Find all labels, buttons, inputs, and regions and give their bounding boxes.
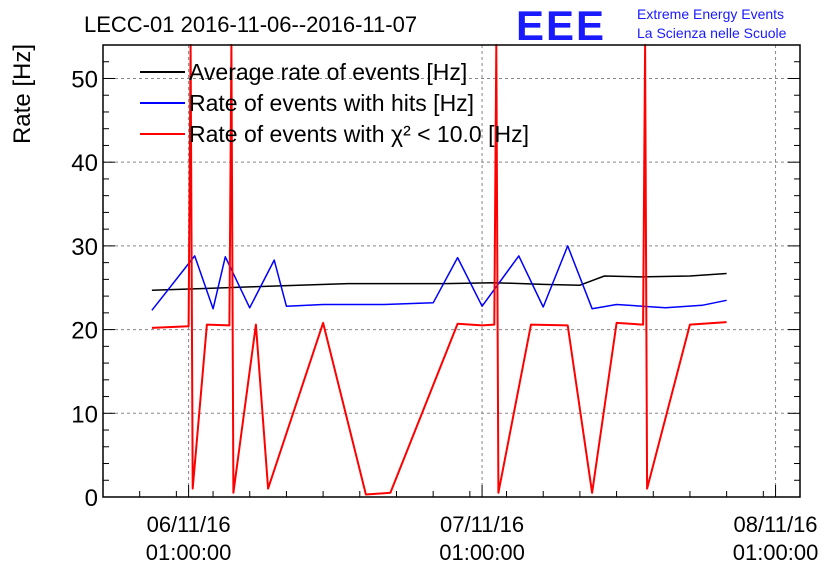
axes: 0 10 20 30 40 50 06/11/16 01:00:00 07/11/16 01:00… [71, 44, 819, 565]
y-tick-label: 10 [71, 401, 98, 428]
series-lines [151, 44, 727, 496]
y-tick-label: 30 [71, 234, 98, 261]
logo-line-2: La Scienza nelle Scuole [637, 25, 787, 41]
chart-title: LECC-01 2016-11-06--2016-11-07 [84, 12, 417, 37]
legend: Average rate of events [Hz] Rate of event… [140, 59, 529, 147]
x-tick-date: 08/11/16 [734, 512, 818, 537]
legend-label: Rate of events with χ² < 10.0 [Hz] [189, 121, 529, 147]
y-tick-label: 0 [85, 485, 98, 512]
x-tick-date: 07/11/16 [440, 512, 524, 537]
y-axis-title: Rate [Hz] [9, 44, 36, 144]
series-line-3 [151, 44, 727, 496]
y-tick-label: 40 [71, 150, 98, 177]
x-tick-time: 01:00:00 [146, 540, 232, 565]
y-tick-label: 50 [71, 66, 98, 93]
plot-frame [102, 44, 801, 498]
x-tick-date: 06/11/16 [147, 512, 231, 537]
series-line-2 [151, 245, 727, 311]
eee-logo: EEE Extreme Energy Events La Scienza nel… [516, 2, 787, 49]
legend-label: Rate of events with hits [Hz] [189, 90, 474, 116]
x-tick-time: 01:00:00 [439, 540, 525, 565]
logo-line-1: Extreme Energy Events [637, 6, 784, 22]
y-tick-label: 20 [71, 318, 98, 345]
x-tick-time: 01:00:00 [733, 540, 819, 565]
logo-mark: EEE [516, 2, 606, 49]
plot-border [102, 44, 801, 498]
grid-lines [103, 45, 800, 497]
legend-label: Average rate of events [Hz] [189, 59, 467, 85]
